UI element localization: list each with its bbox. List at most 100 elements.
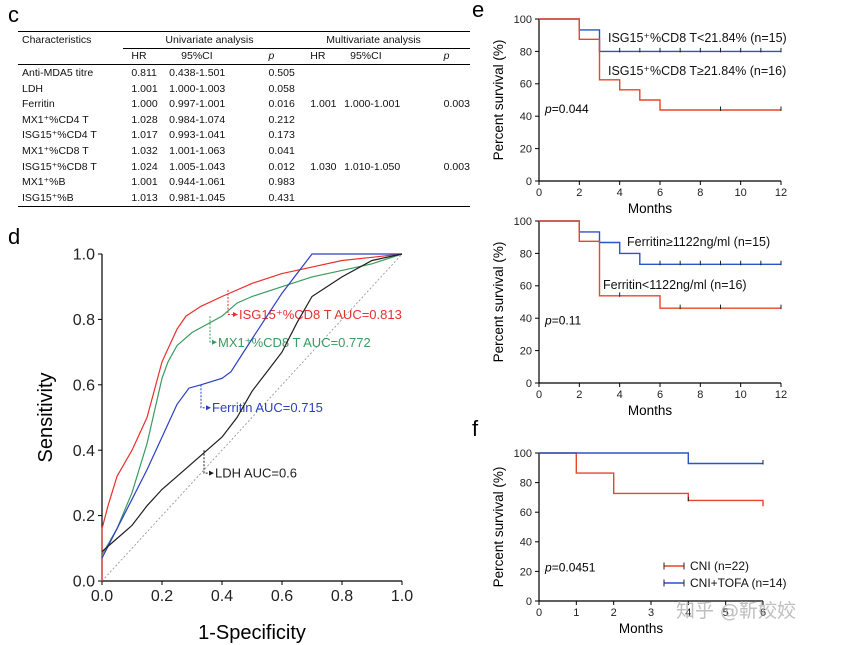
y-axis-label: Sensitivity bbox=[35, 372, 57, 462]
legend-label: CNI (n=22) bbox=[690, 559, 749, 573]
x-tick-label: 5 bbox=[723, 607, 729, 619]
table-cell-characteristic: ISG15⁺%B bbox=[18, 189, 124, 207]
legend-label: CNI+TOFA (n=14) bbox=[690, 576, 787, 590]
table-cell-characteristic: LDH bbox=[22, 82, 44, 95]
x-axis-label: Months bbox=[628, 201, 673, 216]
series-label: Ferritin≥1122ng/ml (n=15) bbox=[627, 235, 770, 249]
chart-e-bottom: 0 2 4 6 8 10 12 0 20 40 60 80 100 Months Percent survi… bbox=[491, 216, 787, 418]
p-value: =0.0451 bbox=[552, 560, 596, 574]
y-tick-label: 40 bbox=[520, 313, 532, 325]
x-tick-label: 8 bbox=[697, 389, 703, 401]
x-tick-label: 12 bbox=[775, 187, 787, 199]
roc-series-label: MX1⁺%CD8 T AUC=0.772 bbox=[218, 335, 371, 350]
table-cell-characteristic: MX1⁺%CD8 T bbox=[22, 144, 89, 157]
table-cell-uhr: 0.811 bbox=[131, 66, 157, 79]
x-tick-label: 6 bbox=[657, 389, 663, 401]
x-tick-label: 0.2 bbox=[151, 588, 173, 605]
y-tick-label: 80 bbox=[520, 248, 532, 260]
table-cell-characteristic: Anti-MDA5 titre bbox=[22, 66, 94, 79]
survival-curve bbox=[539, 220, 781, 309]
table-row: Ferritin 1.000 0.997-1.001 0.016 1.001 1.000-… bbox=[18, 96, 470, 112]
x-tick-label: 6 bbox=[760, 607, 766, 619]
panel-label-e: e bbox=[472, 0, 485, 22]
y-tick-label: 0.6 bbox=[73, 377, 95, 394]
table-row: MX1⁺%B 1.001 0.944-1.061 0.983 bbox=[18, 174, 470, 190]
table-header-blank bbox=[18, 48, 124, 66]
table-row: ISG15⁺%CD8 T 1.024 1.005-1.043 0.012 1.030 1.… bbox=[18, 159, 470, 175]
table-subheader: HR bbox=[306, 48, 343, 66]
y-tick-label: 40 bbox=[520, 111, 532, 123]
table-row: ISG15⁺%B 1.013 0.981-1.045 0.431 bbox=[18, 189, 470, 207]
y-tick-label: 60 bbox=[520, 79, 532, 91]
panel-label-c: c bbox=[8, 2, 19, 27]
table-row: LDH 1.001 1.000-1.003 0.058 bbox=[18, 81, 470, 97]
table-subheader: 95%CI bbox=[167, 48, 255, 66]
table-cell-up: 0.016 bbox=[268, 98, 295, 111]
y-tick-label: 100 bbox=[514, 448, 532, 460]
x-tick-label: 4 bbox=[617, 187, 623, 199]
p-value-label: p=0.044 bbox=[544, 102, 589, 116]
x-tick-label: 10 bbox=[735, 187, 747, 199]
table-cell-uhr: 1.001 bbox=[131, 176, 158, 189]
x-tick-label: 0.4 bbox=[211, 588, 233, 605]
p-value-label: p=0.0451 bbox=[544, 560, 596, 574]
table-cell-mci: 1.000-1.001 bbox=[344, 98, 401, 111]
x-tick-label: 10 bbox=[735, 389, 747, 401]
panel-label-d: d bbox=[8, 224, 21, 249]
annotation-arrowhead bbox=[233, 311, 238, 317]
survival-curve bbox=[539, 452, 763, 465]
x-tick-label: 12 bbox=[775, 389, 787, 401]
table-subheader: p bbox=[254, 48, 307, 66]
chart-e-top: 0 2 4 6 8 10 12 0 20 40 60 80 100 Months Percent survi… bbox=[491, 14, 787, 216]
x-axis-label: Months bbox=[628, 403, 673, 418]
x-tick-label: 0 bbox=[536, 389, 542, 401]
series-label: Ferritin<1122ng/ml (n=16) bbox=[603, 278, 747, 292]
x-axis-label: 1-Specificity bbox=[198, 622, 306, 644]
table-subheader: p bbox=[419, 48, 470, 66]
table-row: MX1⁺%CD4 T 1.028 0.984-1.074 0.212 bbox=[18, 112, 470, 128]
table-subheader: 95%CI bbox=[342, 48, 420, 66]
y-tick-label: 80 bbox=[520, 477, 532, 489]
table-header-characteristics: Characteristics bbox=[18, 31, 124, 49]
x-tick-label: 2 bbox=[576, 187, 582, 199]
roc-series-label: ISG15⁺%CD8 T AUC=0.813 bbox=[239, 307, 402, 322]
table-cell-up: 0.983 bbox=[268, 176, 295, 189]
roc-curve bbox=[101, 253, 403, 581]
roc-series-label: LDH AUC=0.6 bbox=[215, 466, 297, 481]
roc-curve bbox=[101, 253, 402, 559]
y-tick-label: 100 bbox=[514, 14, 532, 26]
table-cell-up: 0.212 bbox=[268, 113, 295, 126]
legend: CNI (n=22) CNI+TOFA (n=14) bbox=[663, 559, 787, 590]
x-tick-label: 0 bbox=[536, 607, 542, 619]
table-cell-characteristic: ISG15⁺%CD8 T bbox=[22, 160, 97, 173]
y-tick-label: 0 bbox=[526, 596, 532, 608]
series-label: ISG15⁺%CD8 T<21.84% (n=15) bbox=[608, 31, 787, 45]
y-tick-label: 20 bbox=[520, 566, 532, 578]
annotation-arrowhead bbox=[209, 470, 214, 476]
y-tick-label: 0 bbox=[526, 176, 532, 188]
table-row: Anti-MDA5 titre 0.811 0.438-1.501 0.505 bbox=[18, 65, 470, 81]
table-row: MX1⁺%CD8 T 1.032 1.001-1.063 0.041 bbox=[18, 143, 470, 159]
table-header-multivariate: Multivariate analysis bbox=[306, 31, 470, 49]
x-tick-label: 0.0 bbox=[91, 588, 113, 605]
reference-diagonal bbox=[101, 253, 403, 582]
y-tick-label: 60 bbox=[520, 281, 532, 293]
y-tick-label: 0.2 bbox=[73, 508, 95, 525]
table-cell-mhr bbox=[306, 189, 343, 207]
table-cell-uhr: 1.017 bbox=[131, 129, 158, 142]
table-cell-up: 0.058 bbox=[268, 82, 295, 95]
watermark-text: 知乎 @靳姣姣 bbox=[676, 600, 797, 622]
y-tick-label: 60 bbox=[520, 507, 532, 519]
annotation-arrowhead bbox=[212, 339, 217, 345]
table-cell-up: 0.431 bbox=[254, 189, 307, 207]
table-cell-uci: 1.000-1.003 bbox=[169, 82, 226, 95]
table-cell-mp: 0.003 bbox=[443, 98, 470, 111]
x-tick-label: 4 bbox=[685, 607, 691, 619]
y-tick-label: 40 bbox=[520, 537, 532, 549]
regression-table: Characteristics Univariate analysis Mult… bbox=[18, 31, 470, 207]
x-tick-label: 0.8 bbox=[331, 588, 353, 605]
annotation-arrowhead bbox=[206, 405, 211, 411]
table-cell-uhr: 1.024 bbox=[131, 160, 158, 173]
table-cell-uci: 1.001-1.063 bbox=[169, 144, 226, 157]
